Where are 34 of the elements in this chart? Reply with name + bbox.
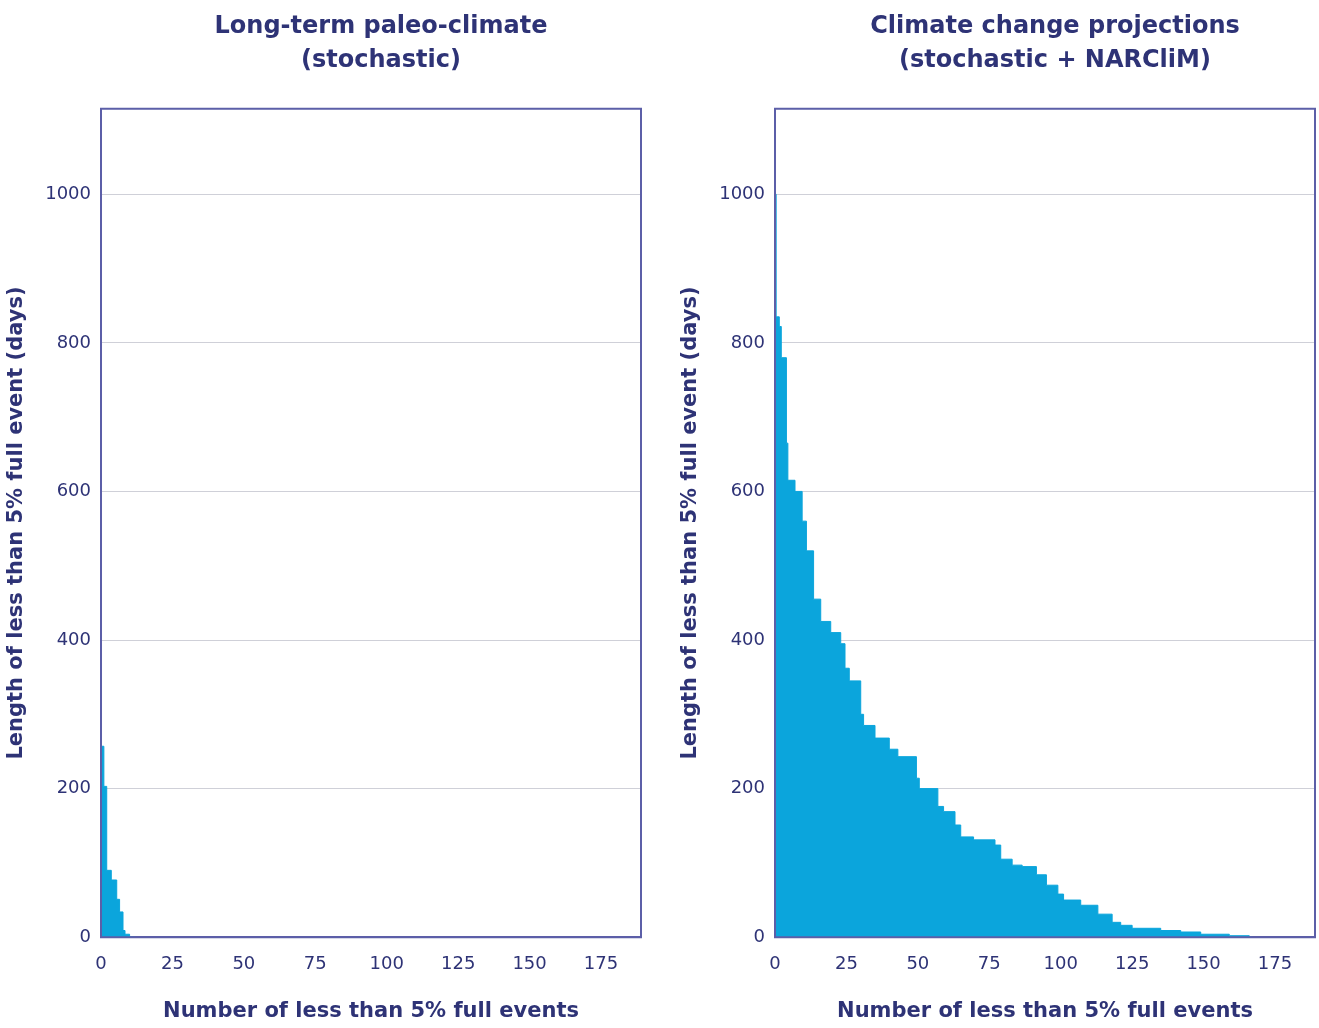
y-tick-label: 600 xyxy=(56,479,92,501)
x-tick-label: 150 xyxy=(512,951,547,973)
x-tick-label: 75 xyxy=(977,951,1001,973)
y-tick-label: 0 xyxy=(753,924,766,946)
x-tick-label: 100 xyxy=(369,951,404,973)
x-tick-label: 50 xyxy=(232,951,256,973)
x-axis-title: Number of less than 5% full events xyxy=(837,997,1253,1022)
y-tick-label: 0 xyxy=(79,924,92,946)
y-tick-label: 400 xyxy=(56,627,92,649)
y-tick-label: 200 xyxy=(730,776,766,798)
y-tick-label: 400 xyxy=(730,627,766,649)
x-tick-label: 175 xyxy=(583,951,619,973)
chart-title: Climate change projections (stochastic + NARCliM) xyxy=(869,10,1241,75)
y-axis-title: Length of less than 5% full event (days) xyxy=(677,286,702,760)
x-tick-label: 25 xyxy=(834,951,858,973)
x-tick-label: 125 xyxy=(1114,951,1150,973)
x-axis-title: Number of less than 5% full events xyxy=(163,997,579,1022)
x-tick-label: 100 xyxy=(1043,951,1078,973)
x-tick-label: 125 xyxy=(440,951,476,973)
y-tick-label: 800 xyxy=(56,330,92,352)
x-tick-label: 75 xyxy=(303,951,327,973)
x-tick-label: 175 xyxy=(1257,951,1293,973)
y-tick-label: 1000 xyxy=(45,181,92,203)
x-tick-label: 0 xyxy=(95,951,107,973)
x-tick-label: 50 xyxy=(906,951,930,973)
y-tick-label: 1000 xyxy=(719,181,766,203)
x-tick-label: 150 xyxy=(1186,951,1221,973)
y-axis-title: Length of less than 5% full event (days) xyxy=(3,286,28,760)
y-tick-label: 600 xyxy=(730,479,766,501)
chart-title: Long-term paleo-climate (stochastic) xyxy=(213,10,549,75)
y-tick-label: 800 xyxy=(730,330,766,352)
x-tick-label: 25 xyxy=(160,951,184,973)
y-tick-label: 200 xyxy=(56,776,92,798)
x-tick-label: 0 xyxy=(769,951,781,973)
